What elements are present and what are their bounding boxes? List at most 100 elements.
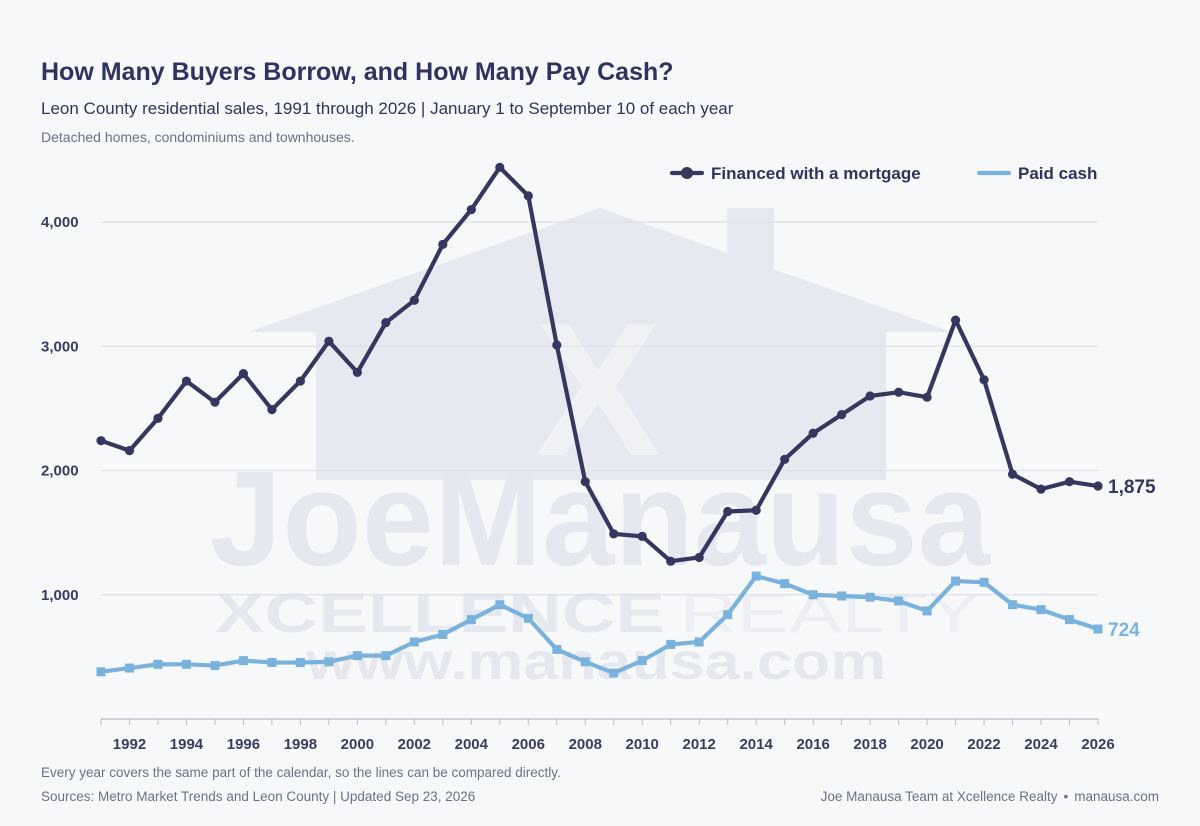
data-point-cash <box>295 657 305 667</box>
data-point-mortgage <box>466 204 476 215</box>
x-tick-label: 2002 <box>398 736 431 753</box>
sources-line: Sources: Metro Market Trends and Leon Co… <box>41 789 476 804</box>
end-label-mortgage: 1,875 <box>1108 477 1156 498</box>
data-point-cash <box>381 651 391 661</box>
legend-label-mortgage: Financed with a mortgage <box>711 164 921 183</box>
data-point-mortgage <box>96 436 106 446</box>
data-point-mortgage <box>153 413 163 423</box>
data-point-cash <box>324 657 334 667</box>
data-point-cash <box>922 606 932 616</box>
series-line-cash <box>98 574 1101 676</box>
x-tick-label: 1992 <box>113 736 146 753</box>
data-point-cash <box>267 657 277 667</box>
data-point-mortgage <box>609 529 619 539</box>
data-point-cash <box>1036 605 1046 615</box>
y-tick-label: 1,000 <box>41 587 79 604</box>
data-point-mortgage <box>1007 469 1018 479</box>
data-point-mortgage <box>352 367 362 377</box>
grid-lines <box>101 221 1098 596</box>
x-tick-label: 2008 <box>569 736 602 753</box>
chart-subtitle: Leon County residential sales, 1991 thro… <box>41 99 734 118</box>
x-tick-label: 2004 <box>455 736 489 753</box>
data-point-mortgage <box>979 375 989 385</box>
x-tick-label: 2000 <box>341 736 374 753</box>
data-point-mortgage <box>267 405 277 415</box>
data-point-mortgage <box>950 315 961 325</box>
data-point-cash <box>495 600 505 610</box>
legend-marker <box>681 167 693 179</box>
x-tick-label: 2022 <box>967 736 1000 753</box>
chart-note: Detached homes, condominiums and townhou… <box>41 129 355 145</box>
x-tick-label: 2016 <box>796 736 829 753</box>
data-point-mortgage <box>552 340 562 350</box>
data-point-cash <box>552 644 562 654</box>
data-point-cash <box>637 656 647 666</box>
data-point-mortgage <box>1064 477 1075 487</box>
x-tick-label: 2014 <box>739 736 773 753</box>
data-point-mortgage <box>181 376 192 386</box>
data-point-cash <box>951 576 961 586</box>
data-point-mortgage <box>837 409 847 420</box>
axes: 1,000 2,000 3,000 4,000 1992 1994 1996 1998 2000… <box>41 214 1115 753</box>
data-point-cash <box>723 610 733 620</box>
data-point-cash <box>523 613 533 623</box>
data-point-mortgage <box>865 391 875 401</box>
series-layer: 1,875 724 <box>96 162 1156 678</box>
data-point-mortgage <box>808 428 818 438</box>
data-point-cash <box>894 596 904 606</box>
x-tick-label: 2020 <box>910 736 943 753</box>
watermark-url: www.manausa.com <box>305 633 886 691</box>
data-point-cash <box>837 591 847 601</box>
separator-dot: • <box>1063 789 1069 804</box>
data-point-cash <box>666 639 676 649</box>
x-tick-label: 2026 <box>1081 736 1114 753</box>
x-tick-label: 2012 <box>683 736 716 753</box>
data-point-mortgage <box>1093 481 1103 491</box>
credit-line: Joe Manausa Team at Xcellence Realty • man… <box>821 789 1159 804</box>
data-point-cash <box>352 651 362 661</box>
x-tick-label: 2024 <box>1024 736 1058 753</box>
data-point-cash <box>979 577 989 587</box>
data-point-cash <box>808 590 818 600</box>
watermark-house-roof <box>248 208 952 332</box>
watermark-name: JoeManausa <box>210 443 991 594</box>
footnote: Every year covers the same part of the c… <box>41 765 561 780</box>
data-point-mortgage <box>324 336 334 346</box>
y-tick-label: 3,000 <box>41 338 79 355</box>
watermark-chimney <box>727 208 774 318</box>
data-point-mortgage <box>238 368 249 379</box>
data-point-cash <box>580 657 590 667</box>
x-tick-label: 1994 <box>170 736 204 753</box>
data-point-cash <box>865 592 875 602</box>
watermark-x-glyph: X <box>535 284 662 496</box>
data-point-mortgage <box>295 376 305 386</box>
data-point-cash <box>1065 615 1075 625</box>
data-point-mortgage <box>580 477 590 487</box>
data-point-mortgage <box>210 397 220 407</box>
data-point-mortgage <box>495 162 505 172</box>
x-tick-label: 2006 <box>512 736 545 753</box>
data-point-cash <box>409 637 419 647</box>
data-point-mortgage <box>409 295 419 305</box>
y-tick-label: 2,000 <box>41 463 79 480</box>
data-point-cash <box>210 661 220 671</box>
data-point-mortgage <box>694 552 704 563</box>
data-point-mortgage <box>438 239 448 249</box>
data-point-cash <box>124 663 134 673</box>
data-point-mortgage <box>124 446 135 456</box>
series-line-mortgage <box>98 165 1101 564</box>
data-point-cash <box>466 615 476 625</box>
legend: Financed with a mortgage Paid cash <box>669 164 1097 183</box>
x-tick-label: 2010 <box>626 736 659 753</box>
credit-site[interactable]: manausa.com <box>1074 789 1159 804</box>
data-point-mortgage <box>666 556 676 566</box>
data-point-mortgage <box>780 454 790 464</box>
x-tick-label: 2018 <box>853 736 886 753</box>
data-point-mortgage <box>1036 484 1046 494</box>
data-point-cash <box>438 630 448 640</box>
data-point-mortgage <box>523 191 533 201</box>
data-point-cash <box>181 659 191 669</box>
data-point-cash <box>609 668 619 678</box>
data-point-mortgage <box>381 318 391 328</box>
x-tick-label: 1998 <box>284 736 317 753</box>
